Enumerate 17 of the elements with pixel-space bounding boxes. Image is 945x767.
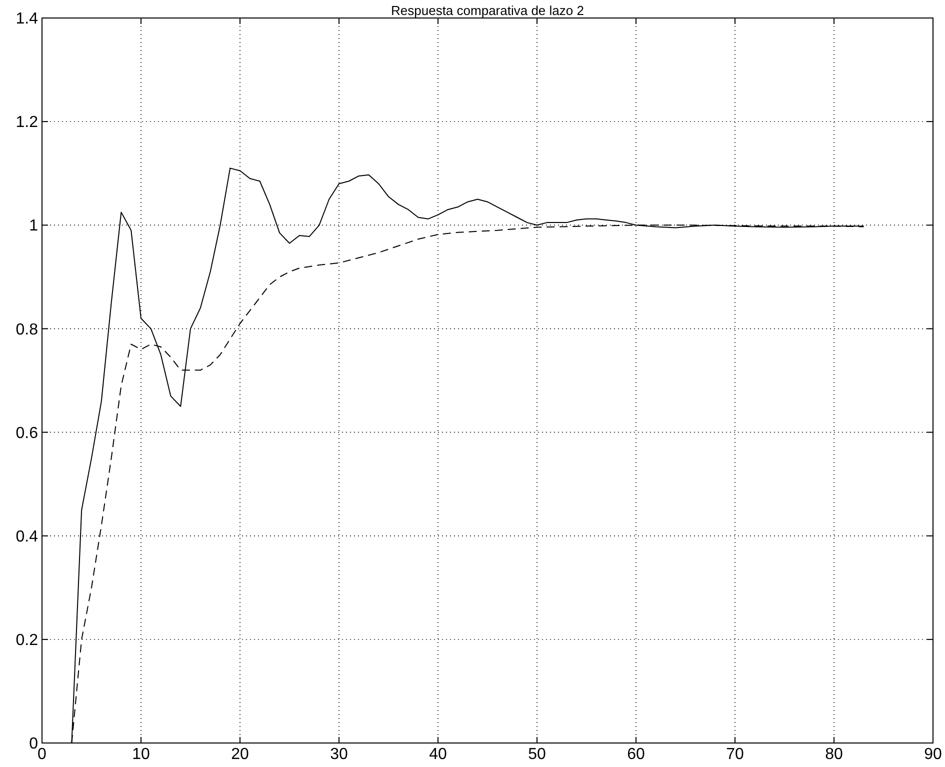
x-tick-label: 90 <box>924 746 942 763</box>
chart-title: Respuesta comparativa de lazo 2 <box>391 3 584 18</box>
x-tick-label: 70 <box>726 746 744 763</box>
x-tick-label: 20 <box>231 746 249 763</box>
x-tick-label: 30 <box>330 746 348 763</box>
x-tick-label: 60 <box>627 746 645 763</box>
y-tick-label: 1.2 <box>16 114 38 132</box>
y-tick-label: 0.8 <box>16 321 38 338</box>
x-tick-label: 40 <box>429 746 447 763</box>
x-tick-label: 50 <box>528 746 546 763</box>
x-tick-label: 80 <box>825 746 843 763</box>
y-tick-label: 1.4 <box>16 10 38 28</box>
x-tick-label: 10 <box>132 746 150 763</box>
y-tick-label: 0.4 <box>16 528 38 546</box>
y-tick-label: 0.2 <box>16 632 38 650</box>
y-tick-label: 1 <box>29 218 38 235</box>
y-tick-label: 0.6 <box>16 424 38 442</box>
